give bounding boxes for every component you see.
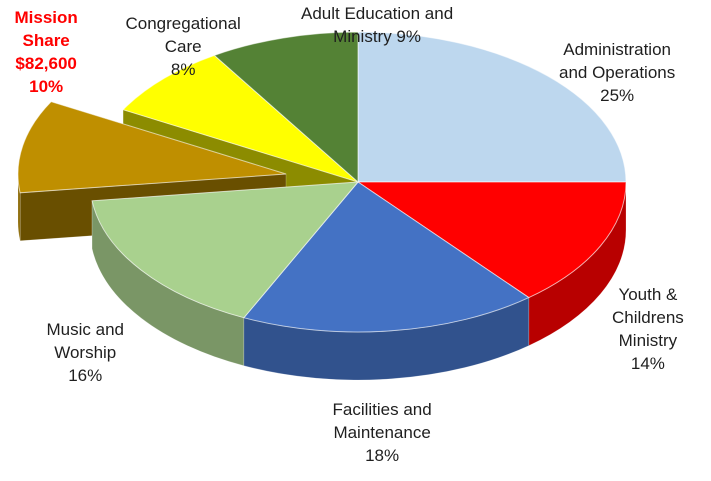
slice-administration-and-operations (357, 31, 627, 183)
slice-label-line: Music and (46, 320, 124, 339)
slice-label-line: Share (22, 31, 70, 50)
slice-label-line: 25% (600, 86, 635, 105)
slice-label-line: Administration (563, 40, 671, 59)
slice-congregational-care (122, 54, 359, 183)
slice-label-line: Mission (14, 8, 78, 27)
slice-label-line: Youth & (618, 285, 678, 304)
slice-label-line: Care (164, 37, 202, 56)
slice-label-line: Worship (54, 343, 117, 362)
pie-tops (17, 31, 627, 333)
slice-label-music-and-worship: Music and Worship 16% (47, 318, 124, 387)
slice-label-line: 10% (29, 77, 64, 96)
slice-label-line: 8% (170, 60, 196, 79)
slice-music-and-worship (91, 181, 360, 319)
slice-mission-share (17, 101, 287, 194)
slice-label-mission-share: Mission Share $82,600 10% (15, 6, 78, 98)
slice-label-line: Maintenance (333, 423, 431, 442)
slice-label-line: Facilities and (332, 400, 432, 419)
slice-label-line: Congregational (125, 14, 241, 33)
slice-label-line: Ministry 9% (333, 27, 422, 46)
slice-label-congregational-care: Congregational Care 8% (126, 12, 241, 81)
slice-facilities-and-maintenance (243, 181, 530, 333)
slice-label-line: 14% (630, 354, 665, 373)
slice-label-line: 18% (365, 446, 400, 465)
slice-label-administration-and-operations: Administration and Operations 25% (559, 38, 675, 107)
slice-label-facilities-and-maintenance: Facilities and Maintenance 18% (333, 398, 432, 467)
slice-label-line: Ministry (618, 331, 678, 350)
slice-label-youth-and-childrens-ministry: Youth & Childrens Ministry 14% (612, 283, 684, 375)
slice-label-adult-education-and-ministry: Adult Education and Ministry 9% (301, 2, 453, 48)
slice-youth-and-childrens-ministry (356, 181, 627, 299)
slice-label-line: $82,600 (15, 54, 77, 73)
slice-label-line: Adult Education and (301, 4, 454, 23)
slice-label-line: and Operations (559, 63, 676, 82)
slice-label-line: Childrens (612, 308, 684, 327)
slice-label-line: 16% (68, 366, 103, 385)
slice-adult-education-and-ministry (213, 31, 359, 184)
